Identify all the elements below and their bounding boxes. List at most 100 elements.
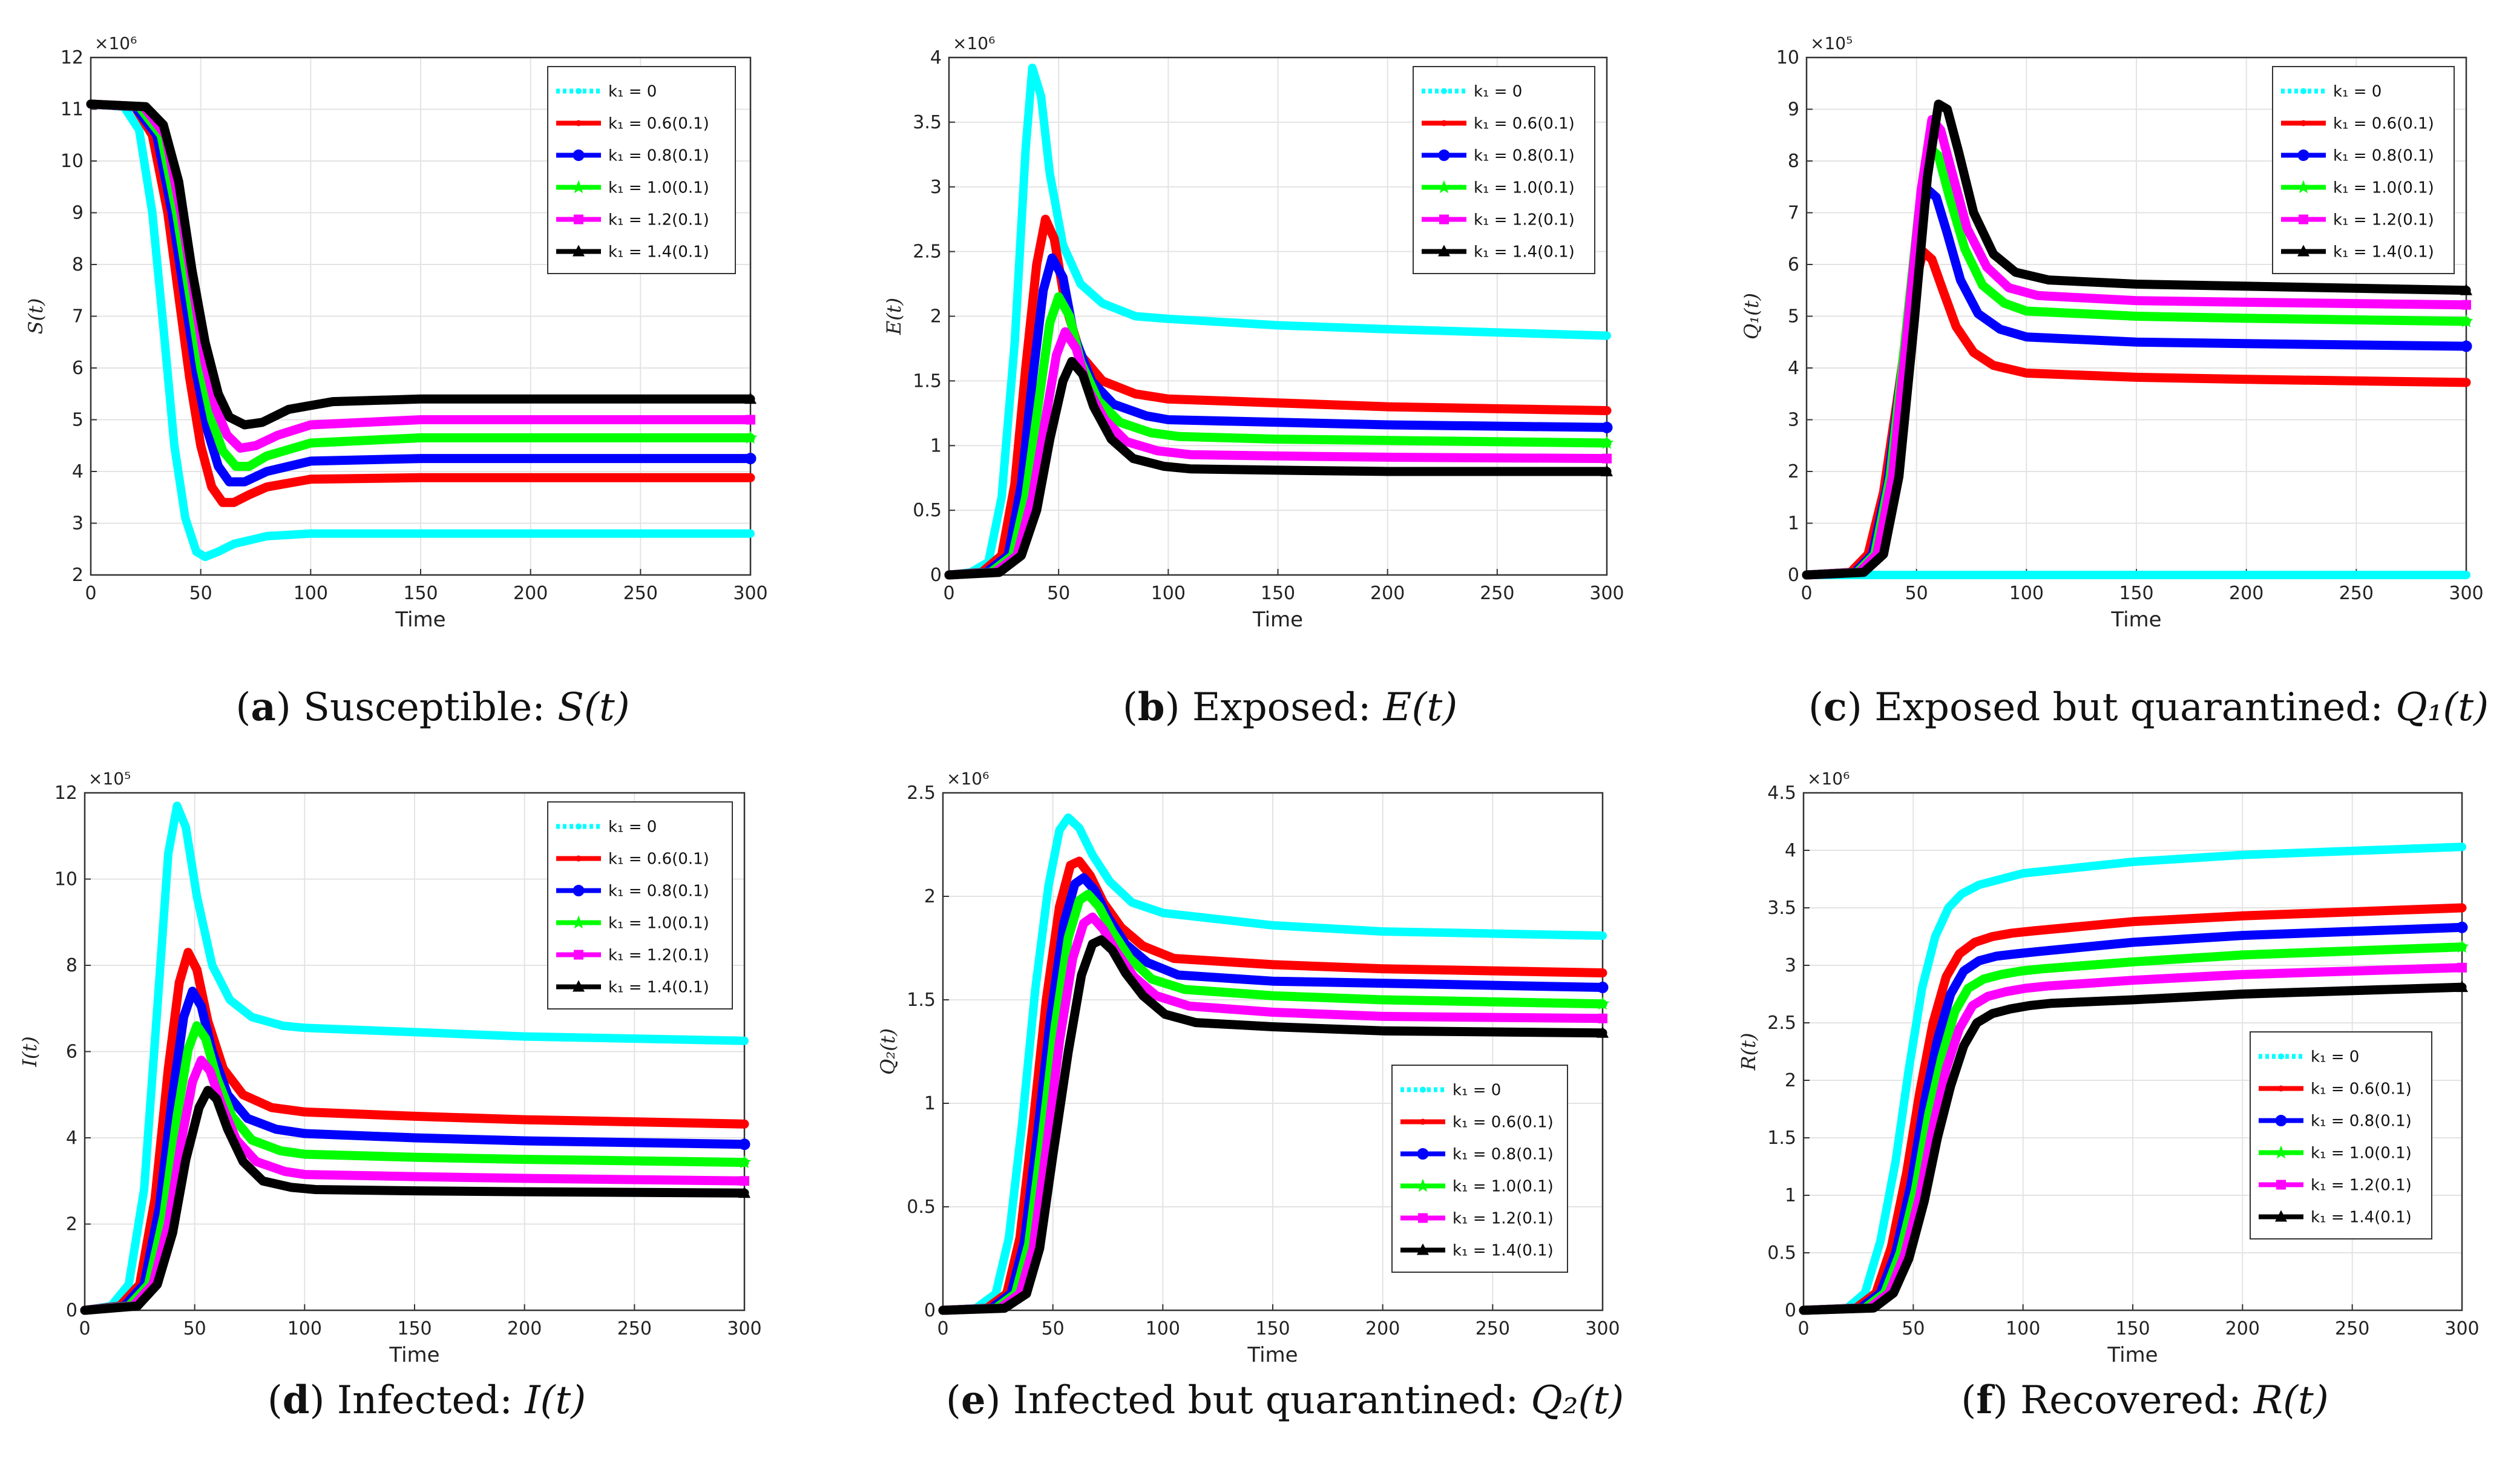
series-end-marker-1	[1604, 407, 1610, 414]
axes-frame	[90, 56, 752, 576]
y-tick-label: 4	[66, 1128, 77, 1149]
x-axis-label: Time	[1252, 608, 1303, 632]
caption-math: I(t)	[524, 1378, 586, 1423]
x-axis-label: Time	[389, 1343, 439, 1367]
x-tick-label: 150	[2119, 583, 2153, 604]
caption-paren-open: (	[946, 1378, 961, 1423]
y-tick-label: 10	[54, 869, 77, 890]
chart-panel-c: 0 50 100 150 200 250 300 0 1 2 3 4 5 6 7 8 9 10 ×10⁵ Time Q₁…	[1740, 33, 2489, 730]
legend-marker-1	[576, 855, 582, 862]
x-tick-label: 200	[1365, 1318, 1400, 1339]
x-tick-label: 0	[937, 1318, 948, 1339]
legend-marker-2	[1438, 149, 1450, 161]
y-tick-label: 1	[1788, 513, 1799, 534]
legend: k₁ = 0 k₁ = 0.6(0.1) k₁ = 0.8(0.1) k₁ = 1.0…	[547, 801, 733, 1010]
y-tick-label: 10	[1776, 47, 1799, 68]
caption-letter: f	[1976, 1377, 1995, 1423]
legend-marker-4	[574, 214, 583, 225]
x-tick-label: 0	[943, 583, 954, 604]
y-tick-label: 7	[1788, 203, 1799, 224]
y-tick-label: 3	[72, 513, 84, 534]
y-tick-label: 1.5	[1767, 1128, 1796, 1149]
y-tick-label: 0.5	[913, 500, 942, 521]
x-axis-label: Time	[1247, 1343, 1298, 1367]
y-tick-label: 3	[1788, 410, 1799, 431]
legend-marker-3	[2274, 1145, 2288, 1159]
legend-label-1: k₁ = 0.6(0.1)	[608, 850, 709, 868]
legend-marker-3	[1437, 180, 1451, 194]
series-end-marker-3	[743, 430, 758, 444]
legend-label-4: k₁ = 1.2(0.1)	[2311, 1177, 2412, 1195]
series-end-marker-1	[2459, 905, 2465, 911]
caption-math: Q₁(t)	[2395, 685, 2489, 730]
caption-math: S(t)	[557, 685, 630, 730]
x-tick-label: 0	[79, 1318, 90, 1339]
y-tick-label: 6	[1788, 254, 1799, 275]
y-tick-label: 0	[1788, 565, 1799, 586]
legend-marker-1	[1420, 1118, 1426, 1125]
caption-letter: c	[1824, 685, 1847, 730]
series-line-4	[1799, 963, 2467, 1315]
y-exponent-label: ×10⁶	[953, 33, 995, 53]
y-tick-label: 5	[72, 410, 84, 431]
legend-marker-2	[573, 885, 585, 896]
series-end-marker-1	[1600, 970, 1606, 976]
legend-label-3: k₁ = 1.0(0.1)	[1474, 179, 1575, 197]
series-line-4	[938, 912, 1607, 1315]
y-tick-label: 9	[72, 203, 84, 224]
x-axis-label: Time	[2107, 1343, 2158, 1367]
legend-label-0: k₁ = 0	[2311, 1048, 2359, 1066]
legend-marker-1	[2300, 120, 2306, 126]
y-tick-label: 0	[66, 1300, 77, 1321]
panel-caption: (e) Infected but quarantined: Q₂(t)	[946, 1377, 1624, 1423]
caption-paren-close: ) Exposed but quarantined:	[1847, 685, 2395, 730]
legend-box	[1413, 66, 1595, 274]
y-tick-label: 4.5	[1767, 783, 1796, 804]
y-tick-label: 4	[1785, 840, 1796, 861]
series-end-marker-3	[1600, 436, 1614, 449]
legend-marker-1	[576, 120, 582, 126]
legend-label-2: k₁ = 0.8(0.1)	[1453, 1146, 1554, 1164]
x-tick-label: 250	[2335, 1318, 2369, 1339]
series-end-marker-2	[738, 1138, 750, 1151]
y-tick-label: 3	[1785, 955, 1796, 976]
legend-marker-4	[2276, 1180, 2286, 1190]
series-end-marker-2	[2456, 921, 2468, 933]
y-tick-label: 4	[1788, 358, 1799, 379]
legend-label-3: k₁ = 1.0(0.1)	[1453, 1178, 1554, 1196]
y-tick-label: 2	[72, 565, 84, 586]
caption-letter: b	[1138, 685, 1165, 730]
x-tick-label: 100	[1146, 1318, 1180, 1339]
x-tick-label: 100	[1151, 583, 1186, 604]
legend-marker-2	[1417, 1148, 1429, 1160]
y-tick-label: 1.5	[913, 370, 942, 392]
x-tick-label: 100	[287, 1318, 322, 1339]
y-tick-label: 2	[1785, 1070, 1796, 1091]
y-tick-label: 3.5	[913, 112, 942, 133]
series-line-5	[86, 99, 755, 430]
caption-letter: a	[251, 685, 275, 730]
caption-paren-close: ) Recovered:	[1993, 1378, 2254, 1423]
y-axis-label: Q₂(t)	[876, 1028, 899, 1075]
y-tick-label: 11	[61, 99, 84, 120]
legend-marker-2	[2275, 1115, 2287, 1126]
x-tick-label: 50	[1902, 1318, 1925, 1339]
legend: k₁ = 0 k₁ = 0.6(0.1) k₁ = 0.8(0.1) k₁ = 1.0…	[1413, 66, 1595, 274]
series-end-marker-3	[1595, 996, 1610, 1010]
series-line-4	[80, 1056, 749, 1315]
legend-marker-4	[574, 950, 583, 960]
legend-label-1: k₁ = 0.6(0.1)	[1474, 115, 1575, 133]
series-end-marker-2	[1597, 981, 1609, 993]
x-tick-label: 150	[403, 583, 438, 604]
series-end-marker-3	[2459, 314, 2474, 327]
legend-marker-0	[576, 823, 582, 830]
legend-label-3: k₁ = 1.0(0.1)	[608, 179, 709, 197]
x-tick-label: 150	[1261, 583, 1295, 604]
legend: k₁ = 0 k₁ = 0.6(0.1) k₁ = 0.8(0.1) k₁ = 1.0…	[2272, 66, 2455, 274]
series-line-3	[80, 1021, 749, 1315]
x-tick-label: 250	[623, 583, 658, 604]
chart-panel-d: 0 50 100 150 200 250 300 0 2 4 6 8 10 12 ×10⁵ Time I(t) k…	[18, 769, 762, 1423]
y-tick-label: 2.5	[907, 783, 936, 804]
legend-marker-0	[2278, 1053, 2284, 1060]
